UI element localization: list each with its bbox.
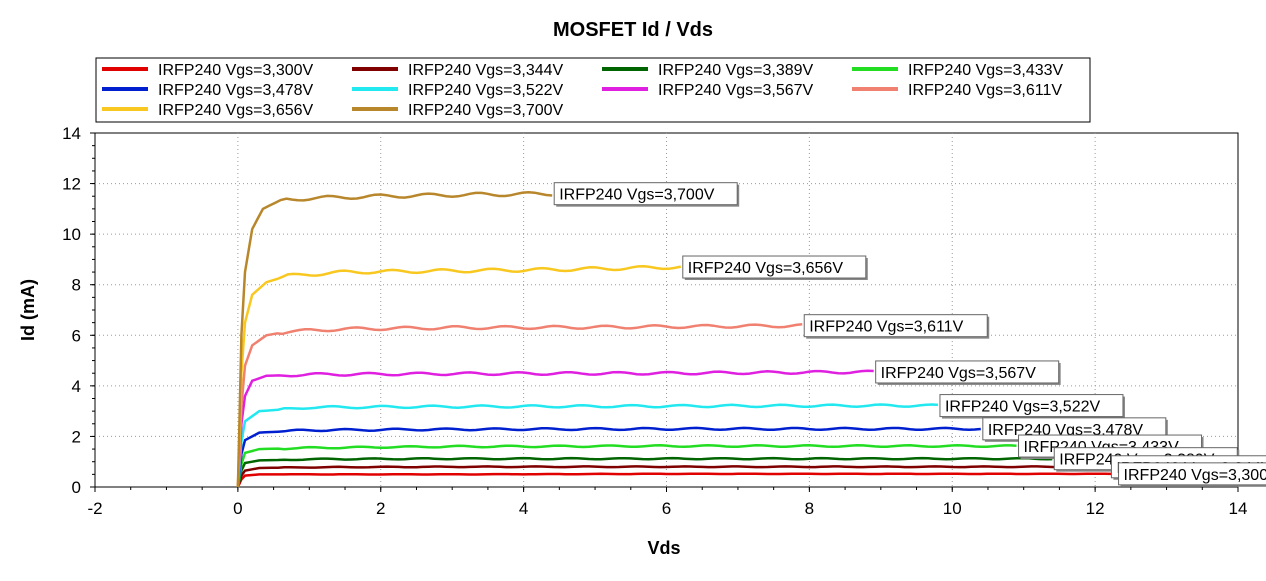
chart-title: MOSFET Id / Vds	[553, 19, 713, 41]
series-end-label: IRFP240 Vgs=3,522V	[945, 399, 1101, 416]
plot-area: -2 0 2 4 6 8 10 12 14 0 2 4 6 8 10 12 14 IRFP240 Vgs=3,70…	[62, 124, 1266, 518]
y-tick-label: 4	[72, 377, 81, 396]
y-tick-label: 12	[62, 175, 81, 194]
legend-label: IRFP240 Vgs=3,344V	[408, 62, 564, 79]
y-tick-label: 0	[72, 478, 81, 497]
series-end-label: IRFP240 Vgs=3,700V	[559, 187, 715, 204]
legend-label: IRFP240 Vgs=3,522V	[408, 82, 564, 99]
series-end-label: IRFP240 Vgs=3,567V	[881, 365, 1037, 382]
y-tick-label: 10	[62, 225, 81, 244]
legend-label: IRFP240 Vgs=3,656V	[158, 102, 314, 119]
series-line	[236, 265, 682, 488]
series-line	[236, 369, 874, 488]
x-tick-label: 4	[519, 499, 528, 518]
x-tick-label: 6	[662, 499, 671, 518]
y-tick-label: 6	[72, 326, 81, 345]
y-tick-label: 8	[72, 276, 81, 295]
series-line	[236, 472, 1117, 488]
legend-label: IRFP240 Vgs=3,433V	[908, 62, 1064, 79]
series-end-label: IRFP240 Vgs=3,611V	[809, 319, 963, 336]
series-line	[236, 403, 939, 488]
series-end-label-box	[682, 255, 867, 279]
series-end-label-box	[875, 360, 1060, 384]
x-tick-label: 10	[943, 499, 962, 518]
x-tick-label: 2	[376, 499, 385, 518]
x-tick-label: 12	[1086, 499, 1105, 518]
legend-label: IRFP240 Vgs=3,567V	[658, 82, 814, 99]
series-end-label: IRFP240 Vgs=3,656V	[688, 260, 844, 277]
y-tick-label: 2	[72, 427, 81, 446]
x-tick-label: 14	[1229, 499, 1248, 518]
legend-label: IRFP240 Vgs=3,389V	[658, 62, 814, 79]
series-line	[236, 426, 981, 488]
legend-label: IRFP240 Vgs=3,611V	[908, 82, 1062, 99]
series-end-label-box	[553, 182, 738, 206]
series-line	[236, 444, 1017, 488]
legend-label: IRFP240 Vgs=3,478V	[158, 82, 314, 99]
series-end-label-box	[939, 394, 1124, 418]
series-line	[236, 190, 553, 488]
series-line	[236, 323, 803, 488]
legend-label: IRFP240 Vgs=3,300V	[158, 62, 314, 79]
legend: IRFP240 Vgs=3,300V IRFP240 Vgs=3,344V IRFP…	[95, 57, 1091, 123]
x-tick-label: 0	[233, 499, 242, 518]
y-tick-label: 14	[62, 124, 81, 143]
x-tick-label: 8	[805, 499, 814, 518]
x-axis-label: Vds	[647, 538, 680, 558]
legend-label: IRFP240 Vgs=3,700V	[408, 102, 564, 119]
series-line	[236, 465, 1110, 488]
legend-box	[95, 57, 1091, 123]
x-tick-label: -2	[87, 499, 102, 518]
series-end-label-box	[1118, 462, 1266, 486]
series-line	[236, 456, 1053, 488]
series-end-label-box	[803, 314, 988, 338]
series-end-label: IRFP240 Vgs=3,300V	[1124, 467, 1266, 484]
y-axis-label: Id (mA)	[18, 279, 38, 341]
